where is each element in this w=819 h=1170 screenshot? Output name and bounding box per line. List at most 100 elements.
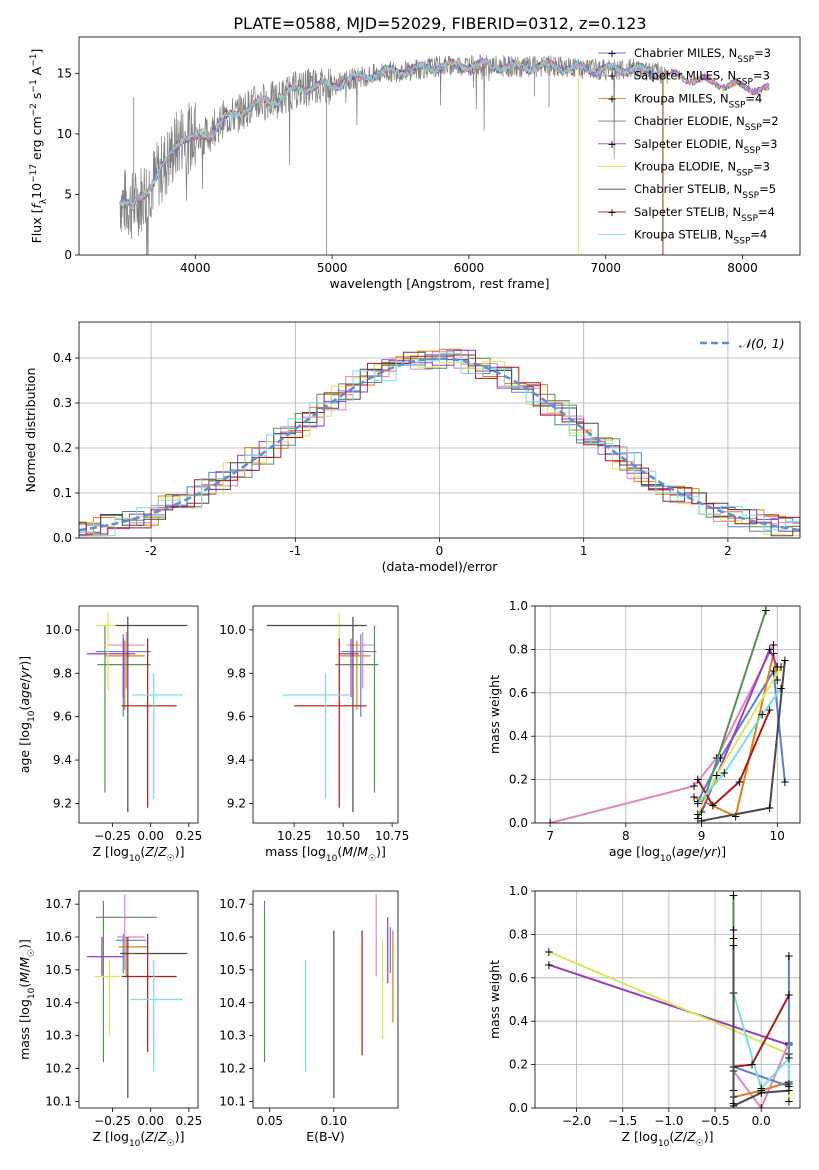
x-tick-label: 0 — [436, 544, 444, 558]
weight-marker: + — [784, 1051, 794, 1065]
axes-frame — [252, 605, 399, 824]
y-tick-label: 0.3 — [53, 396, 72, 410]
x-tick-label: −2.0 — [562, 1114, 591, 1128]
y-tick-label: 0.1 — [53, 486, 72, 500]
weight-marker: + — [728, 923, 738, 937]
gaussian-curve — [79, 357, 800, 532]
model-spectrum-kroupa-stelib — [119, 57, 661, 208]
y-axis-label: mass weight — [487, 675, 502, 754]
plot-area-age_vs_mass — [266, 612, 379, 813]
y-tick-label: 10.3 — [219, 1029, 246, 1043]
weight-line-kroupa-miles — [693, 653, 779, 818]
x-tick-label: 2 — [724, 544, 732, 558]
weight-marker: + — [784, 1084, 794, 1098]
observed-spectrum — [119, 53, 668, 255]
x-tick-label: −0.25 — [94, 829, 131, 843]
weight-marker: + — [784, 949, 794, 963]
x-tick-label: 5000 — [317, 261, 348, 275]
x-tick-label: 0.25 — [175, 829, 202, 843]
weight-line-chabrier-miles — [733, 956, 790, 1088]
weight-marker: + — [715, 751, 725, 765]
y-tick-label: 0.4 — [53, 351, 72, 365]
y-tick-label: 0.4 — [509, 1014, 528, 1028]
y-tick-label: 10.6 — [219, 930, 246, 944]
weight-marker: + — [757, 708, 767, 722]
weight-marker: + — [544, 958, 554, 972]
weight-marker: + — [756, 1084, 766, 1098]
weight-marker: + — [784, 1094, 794, 1108]
x-axis-label: Z [log10(Z/Z☉)] — [621, 1129, 713, 1149]
y-tick-label: 0.2 — [53, 441, 72, 455]
weight-marker: + — [776, 681, 786, 695]
weight-line-chabrier-stelib — [701, 660, 786, 822]
y-tick-label: 10.1 — [219, 1094, 246, 1108]
weight-marker: + — [772, 673, 782, 687]
weight-line-kroupa-stelib — [697, 687, 782, 805]
y-tick-label: 9.6 — [53, 710, 72, 724]
x-axis-label: wavelength [Angstrom, rest frame] — [329, 276, 549, 291]
legend-label: 𝒩(0, 1) — [739, 336, 785, 351]
weight-marker: + — [693, 773, 703, 787]
axes-frame — [252, 890, 399, 1109]
axes-frame — [534, 890, 801, 1109]
weight-line-salpeter-elodie — [700, 646, 779, 813]
y-tick-label: 5 — [64, 187, 72, 201]
axes-weight_vs_age: 7 8 9 100.00.20.40.60.81.0+++++++++++++++++… — [487, 599, 801, 864]
weight-marker: + — [689, 779, 699, 793]
y-tick-label: 0.6 — [509, 686, 528, 700]
weight-marker: + — [693, 796, 703, 810]
axes-mass_vs_ebv: 0.05 0.10 10.1 10.2 10.3 10.4 10.5 10.6 10.7 E(B-… — [219, 890, 399, 1144]
weight-marker: + — [780, 775, 790, 789]
weight-marker: + — [734, 775, 744, 789]
plot-area-mass_vs_ebv — [263, 894, 394, 1099]
x-tick-label: 6000 — [454, 261, 485, 275]
residual-histogram-chabrier-elodie — [79, 354, 800, 528]
x-tick-label: 0.00 — [137, 1114, 164, 1128]
weight-marker: + — [768, 664, 778, 678]
x-tick-label: 10 — [770, 829, 785, 843]
y-tick-label: 10 — [57, 127, 72, 141]
legend-label: Salpeter STELIB, NSSP=4 — [634, 205, 775, 224]
x-tick-label: 0.0 — [752, 1114, 771, 1128]
x-tick-label: 4000 — [180, 261, 211, 275]
y-tick-label: 0.8 — [509, 927, 528, 941]
axes-frame — [78, 36, 801, 256]
weight-line-chabrier-miles — [696, 668, 786, 802]
x-axis-label: Z [log10(Z/Z☉)] — [92, 1129, 184, 1149]
x-tick-label: 7000 — [590, 261, 621, 275]
weight-line-chabrier-stelib — [732, 945, 789, 1108]
plot-area-weight_vs_Z: +++++++++++++ +++++++++++ +++++ + — [544, 891, 794, 1108]
legend-label: Kroupa STELIB, NSSP=4 — [634, 228, 767, 247]
weight-marker: + — [776, 660, 786, 674]
x-tick-label: -1 — [289, 544, 301, 558]
weight-marker: + — [697, 814, 707, 828]
legend-label: Chabrier MILES, NSSP=3 — [634, 46, 771, 65]
weight-marker: + — [772, 660, 782, 674]
weight-marker: + — [765, 642, 775, 656]
y-tick-label: 10.5 — [45, 963, 72, 977]
axes-frame — [78, 605, 199, 824]
weight-marker: + — [761, 603, 771, 617]
axes-mass_vs_Z: −0.25 0.00 0.25 10.1 10.2 10.3 10.4 10.5 10.6 10.… — [17, 890, 202, 1149]
legend-label: Salpeter MILES, NSSP=3 — [634, 69, 770, 88]
weight-marker: + — [712, 768, 722, 782]
x-axis-label: Z [log10(Z/Z☉)] — [92, 844, 184, 864]
x-tick-label: −0.5 — [700, 1114, 729, 1128]
x-tick-label: 7 — [546, 829, 554, 843]
y-tick-label: 0.0 — [509, 1101, 528, 1115]
weight-line-salpeter-elodie — [548, 963, 790, 1047]
y-tick-label: 10.2 — [45, 1062, 72, 1076]
axes-frame — [78, 890, 199, 1109]
plot-area-weight_vs_age: +++++++++++++++++++++++++++++++ — [545, 603, 790, 828]
legend-label: Chabrier ELODIE, NSSP=2 — [634, 114, 779, 133]
plot-area-spectrum — [119, 53, 770, 255]
weight-marker: + — [728, 932, 738, 946]
y-tick-label: 0.2 — [509, 1058, 528, 1072]
y-tick-label: 0.0 — [509, 816, 528, 830]
weight-marker: + — [693, 794, 703, 808]
legend-marker: + — [607, 92, 616, 105]
x-tick-label: −1.5 — [608, 1114, 637, 1128]
weight-marker: + — [719, 766, 729, 780]
weight-line-chabrier-elodie — [696, 609, 767, 820]
